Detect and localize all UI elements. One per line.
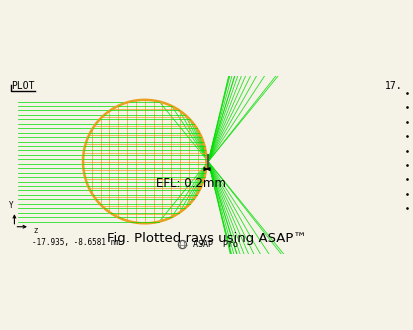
Text: EFL: 0.2mm: EFL: 0.2mm: [156, 177, 226, 190]
Text: -17.935, -8.6581 nm: -17.935, -8.6581 nm: [31, 238, 119, 247]
Text: Fig. Plotted rays using ASAP™: Fig. Plotted rays using ASAP™: [107, 232, 306, 245]
Text: 17.: 17.: [385, 81, 402, 91]
Text: Z: Z: [33, 228, 38, 234]
Text: PLOT: PLOT: [11, 81, 35, 91]
Text: ASAP  Pro: ASAP Pro: [193, 240, 238, 249]
Text: Y: Y: [9, 201, 13, 210]
